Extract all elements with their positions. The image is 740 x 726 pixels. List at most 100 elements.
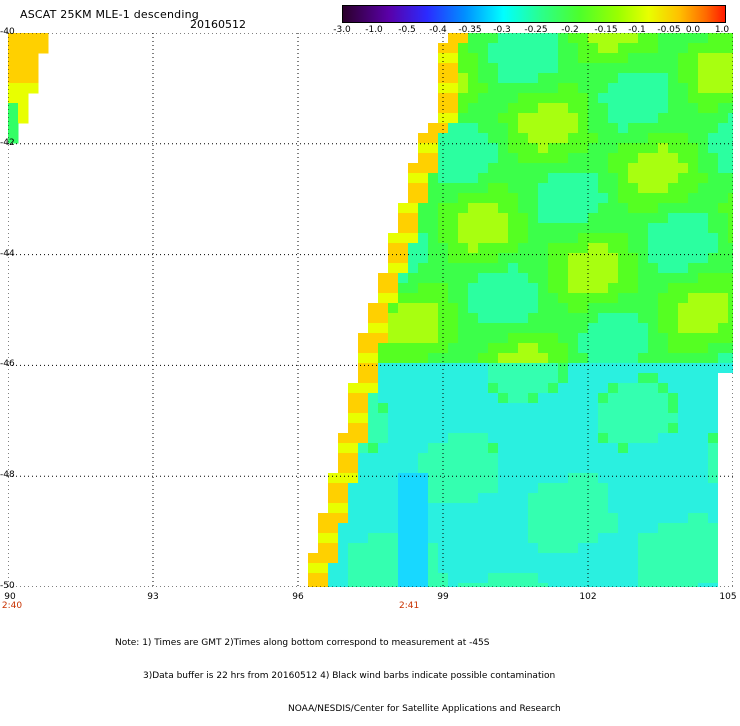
- swath-cell: [658, 233, 669, 244]
- swath-cell: [678, 413, 689, 424]
- swath-cell: [458, 563, 469, 574]
- swath-cell: [558, 183, 569, 194]
- swath-cell: [618, 263, 629, 274]
- swath-cell: [438, 273, 449, 284]
- swath-cell: [648, 43, 659, 54]
- swath-cell: [558, 123, 569, 134]
- swath-cell: [328, 513, 339, 524]
- swath-cell: [588, 33, 599, 44]
- swath-cell: [698, 63, 709, 74]
- swath-cell: [488, 473, 499, 484]
- swath-cell: [478, 173, 489, 184]
- swath-cell: [558, 483, 569, 494]
- swath-cell: [568, 523, 579, 534]
- swath-cell: [398, 453, 409, 464]
- swath-cell: [558, 243, 569, 254]
- swath-cell: [568, 463, 579, 474]
- time-label: 2:41: [399, 601, 420, 611]
- swath-cell: [368, 563, 379, 574]
- swath-cell: [308, 583, 319, 594]
- swath-cell: [628, 83, 639, 94]
- swath-cell: [628, 213, 639, 224]
- swath-cell: [648, 113, 659, 124]
- swath-cell: [438, 493, 449, 504]
- swath-cell: [458, 503, 469, 514]
- swath-cell: [518, 533, 529, 544]
- swath-cell: [438, 553, 449, 564]
- swath-cell: [708, 63, 719, 74]
- swath-cell: [478, 373, 489, 384]
- swath-cell: [328, 503, 339, 514]
- swath-cell: [458, 63, 469, 74]
- swath-cell: [688, 273, 699, 284]
- swath-cell: [498, 393, 509, 404]
- swath-cell: [608, 233, 619, 244]
- swath-cell: [718, 453, 729, 464]
- swath-cell: [338, 453, 349, 464]
- swath-cell: [488, 223, 499, 234]
- swath-cell: [368, 343, 379, 354]
- swath-cell: [638, 293, 649, 304]
- swath-cell: [558, 233, 569, 244]
- swath-cell: [588, 513, 599, 524]
- swath-cell: [698, 163, 709, 174]
- swath-cell: [608, 83, 619, 94]
- swath-cell: [598, 33, 609, 44]
- swath-cell: [648, 383, 659, 394]
- swath-cell: [648, 333, 659, 344]
- swath-cell: [418, 143, 429, 154]
- swath-cell: [398, 373, 409, 384]
- swath-cell: [358, 533, 369, 544]
- swath-cell: [448, 103, 459, 114]
- swath-cell: [648, 523, 659, 534]
- swath-cell: [698, 43, 709, 54]
- swath-cell: [518, 163, 529, 174]
- swath-cell: [418, 553, 429, 564]
- swath-cell: [678, 173, 689, 184]
- swath-cell: [468, 83, 479, 94]
- swath-cell: [378, 443, 389, 454]
- swath-cell: [438, 543, 449, 554]
- swath-cell: [678, 143, 689, 154]
- swath-cell: [698, 33, 709, 44]
- swath-cell: [488, 523, 499, 534]
- swath-cell: [448, 123, 459, 134]
- swath-cell: [438, 423, 449, 434]
- swath-cell: [598, 173, 609, 184]
- swath-cell: [348, 543, 359, 554]
- swath-cell: [658, 113, 669, 124]
- swath-cell: [408, 563, 419, 574]
- swath-cell: [348, 473, 359, 484]
- swath-cell: [668, 83, 679, 94]
- swath-cell: [478, 433, 489, 444]
- swath-cell: [388, 513, 399, 524]
- swath-cell: [528, 463, 539, 474]
- swath-cell: [468, 103, 479, 114]
- swath-cell: [508, 33, 519, 44]
- swath-cell: [368, 353, 379, 364]
- swath-cell: [608, 283, 619, 294]
- swath-cell: [358, 433, 369, 444]
- swath-cell: [668, 443, 679, 454]
- swath-cell: [578, 73, 589, 84]
- swath-cell: [548, 113, 559, 124]
- swath-cell: [658, 353, 669, 364]
- swath-cell: [678, 253, 689, 264]
- swath-cell: [438, 503, 449, 514]
- swath-cell: [538, 283, 549, 294]
- swath-cell: [678, 313, 689, 324]
- swath-cell: [518, 283, 529, 294]
- swath-cell: [718, 83, 729, 94]
- swath-cell: [498, 253, 509, 264]
- swath-cell: [618, 433, 629, 444]
- swath-cell: [658, 103, 669, 114]
- swath-cell: [498, 433, 509, 444]
- swath-cell: [528, 423, 539, 434]
- swath-cell: [518, 223, 529, 234]
- swath-cell: [488, 63, 499, 74]
- swath-cell: [718, 513, 729, 524]
- swath-cell: [538, 443, 549, 454]
- swath-cell: [478, 543, 489, 554]
- swath-cell: [638, 273, 649, 284]
- swath-cell: [618, 533, 629, 544]
